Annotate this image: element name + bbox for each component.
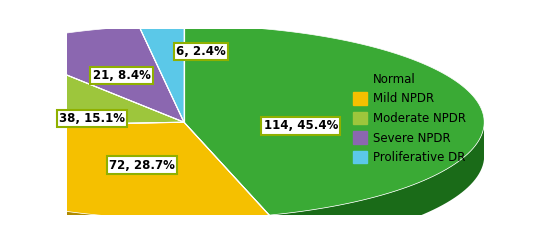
Text: 114, 45.4%: 114, 45.4% [264, 120, 338, 132]
Polygon shape [184, 122, 269, 242]
Text: 6, 2.4%: 6, 2.4% [176, 45, 225, 58]
Polygon shape [0, 47, 184, 128]
Polygon shape [184, 25, 484, 215]
Polygon shape [0, 128, 269, 242]
Polygon shape [0, 122, 184, 161]
Polygon shape [0, 122, 269, 219]
Text: 38, 15.1%: 38, 15.1% [59, 112, 125, 125]
Polygon shape [184, 122, 269, 242]
Polygon shape [269, 124, 484, 242]
Text: 21, 8.4%: 21, 8.4% [93, 69, 151, 82]
Polygon shape [0, 26, 184, 122]
Polygon shape [139, 25, 184, 122]
Polygon shape [0, 122, 184, 161]
Text: 72, 28.7%: 72, 28.7% [109, 159, 175, 172]
Legend: Normal, Mild NPDR, Moderate NPDR, Severe NPDR, Proliferative DR: Normal, Mild NPDR, Moderate NPDR, Severe… [348, 68, 471, 169]
